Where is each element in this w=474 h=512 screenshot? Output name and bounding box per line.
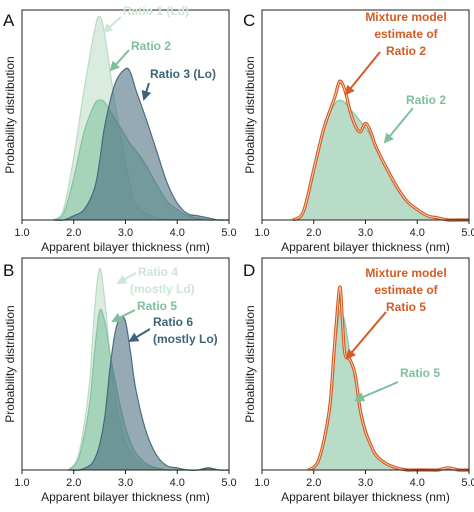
annotation-arrow xyxy=(111,309,136,322)
annotation-label: Ratio 6 xyxy=(153,315,193,329)
x-tick-label: 3.0 xyxy=(118,477,133,489)
annotation-label: (mostly Lo) xyxy=(153,332,218,346)
y-axis-label: Probability distribution xyxy=(3,305,17,422)
panel-a: A 1.0 2.0 3.0 4.0 5.0 Apparent bilayer thickne… xyxy=(3,4,237,254)
annotation-label: Ratio 5 xyxy=(137,299,177,313)
x-tick-label: 5.0 xyxy=(461,227,474,239)
x-axis-label: Apparent bilayer thickness (nm) xyxy=(41,490,210,504)
x-axis-label: Apparent bilayer thickness (nm) xyxy=(281,490,450,504)
annotation-label: Ratio 2 xyxy=(406,93,446,107)
x-tick-label: 3.0 xyxy=(118,227,133,239)
annotation-label: Ratio 4 xyxy=(138,265,178,279)
y-axis-label: Probability distribution xyxy=(243,56,257,173)
annotation-arrow xyxy=(344,51,381,96)
annotation-arrow xyxy=(116,272,137,284)
model-curve-highlight xyxy=(292,80,469,221)
annotation-arrow xyxy=(345,311,387,360)
annotation-arrow xyxy=(354,381,399,402)
annotation-arrow xyxy=(383,107,414,144)
annotation-label: Ratio 3 (Lo) xyxy=(150,67,216,81)
annotation-label: Ratio 5 xyxy=(400,366,440,380)
x-tick-label: 2.0 xyxy=(306,227,321,239)
x-tick-label: 1.0 xyxy=(254,477,269,489)
series-area xyxy=(68,316,229,471)
y-axis-label: Probability distribution xyxy=(3,56,17,173)
x-tick-label: 4.0 xyxy=(170,477,185,489)
x-tick-label: 5.0 xyxy=(461,477,474,489)
x-axis-label: Apparent bilayer thickness (nm) xyxy=(41,240,210,254)
x-tick-label: 1.0 xyxy=(14,227,29,239)
panel-d: D 1.0 2.0 3.0 4.0 5.0 Apparent bilayer thickne… xyxy=(243,257,474,504)
annotation-label: Ratio 2 xyxy=(131,39,171,53)
annotation-label: Mixture model xyxy=(365,10,446,24)
panel-b: B 1.0 2.0 3.0 4.0 5.0 Apparent bilayer thickne… xyxy=(3,257,237,504)
annotation-label: estimate of xyxy=(374,27,438,41)
panel-letter: C xyxy=(243,11,255,30)
series-outline xyxy=(53,67,230,221)
annotation-label: estimate of xyxy=(374,283,438,297)
x-tick-label: 5.0 xyxy=(221,477,236,489)
annotation-arrow xyxy=(128,328,151,343)
x-tick-label: 3.0 xyxy=(358,227,373,239)
panel-c: C 1.0 2.0 3.0 4.0 5.0 Apparent bilayer thickne… xyxy=(243,9,474,254)
x-tick-label: 3.0 xyxy=(358,477,373,489)
annotation-arrow xyxy=(109,49,130,72)
series-area xyxy=(53,68,229,221)
x-tick-label: 4.0 xyxy=(410,227,425,239)
annotation-arrow xyxy=(102,16,122,34)
x-tick-label: 2.0 xyxy=(66,227,81,239)
x-tick-label: 5.0 xyxy=(221,227,236,239)
x-tick-label: 1.0 xyxy=(14,477,29,489)
x-tick-label: 2.0 xyxy=(306,477,321,489)
y-axis-label: Probability distribution xyxy=(243,305,257,422)
panel-letter: B xyxy=(3,261,14,280)
panel-letter: A xyxy=(3,11,15,30)
panel-letter: D xyxy=(243,261,255,280)
x-axis-label: Apparent bilayer thickness (nm) xyxy=(281,240,450,254)
annotation-label: (mostly Ld) xyxy=(130,282,195,296)
annotation-label: Mixture model xyxy=(365,266,446,280)
annotation-label: Ratio 2 xyxy=(386,44,426,58)
annotation-label: Ratio 1 (Ld) xyxy=(123,4,189,18)
annotation-label: Ratio 5 xyxy=(386,300,426,314)
x-tick-label: 4.0 xyxy=(170,227,185,239)
annotation-arrow xyxy=(141,82,152,101)
x-tick-label: 4.0 xyxy=(410,477,425,489)
x-tick-label: 2.0 xyxy=(66,477,81,489)
x-tick-label: 1.0 xyxy=(254,227,269,239)
